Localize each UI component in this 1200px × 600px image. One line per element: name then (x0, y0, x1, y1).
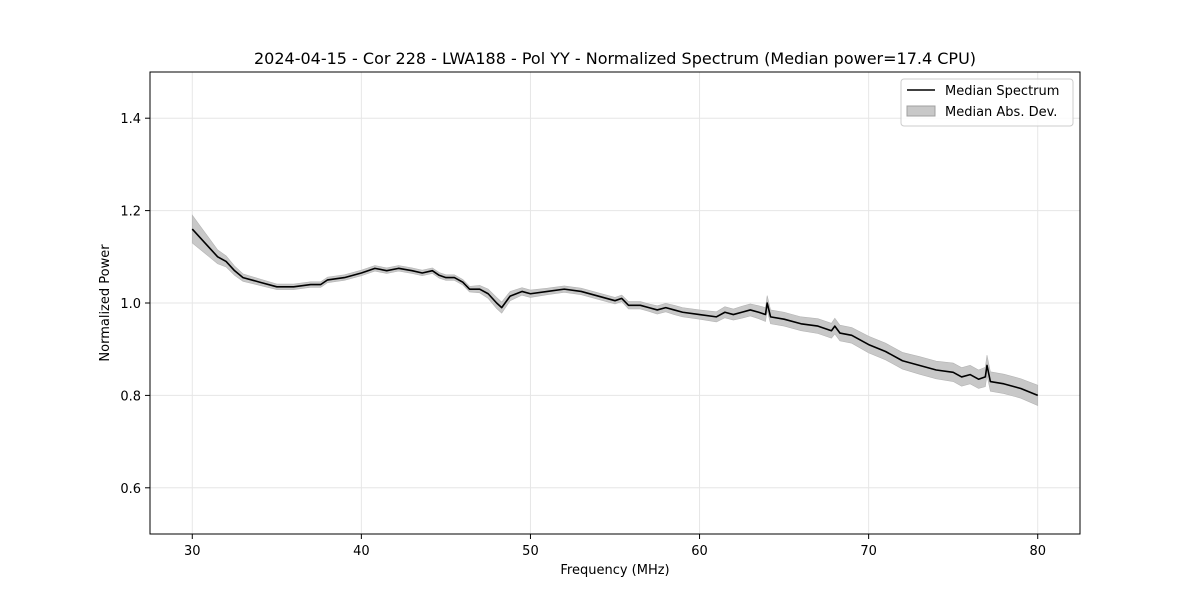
legend-box (900, 78, 1074, 127)
x-tick-label: 30 (184, 544, 201, 559)
legend-median-label: Median Spectrum (945, 84, 1059, 99)
legend-mad-swatch (906, 105, 936, 117)
mad-band (191, 214, 1039, 407)
median-spectrum-line (191, 228, 1039, 397)
x-tick-label: 40 (353, 544, 370, 559)
x-tick-label: 70 (860, 544, 877, 559)
x-tick-label: 60 (691, 544, 708, 559)
x-tick-label: 80 (1029, 544, 1046, 559)
median-line-layer (191, 228, 1039, 397)
legend: Median Spectrum Median Abs. Dev. (900, 78, 1074, 127)
y-tick-label: 1.0 (120, 297, 141, 312)
axis-ticks: 30 40 50 60 70 80 0.6 0.8 1.0 1.2 1.4 (120, 112, 1046, 559)
y-axis-label: Normalized Power (98, 244, 113, 362)
chart-title: 2024-04-15 - Cor 228 - LWA188 - Pol YY -… (254, 49, 976, 68)
x-tick-label: 50 (522, 544, 539, 559)
mad-band-layer (191, 214, 1039, 407)
x-axis-label: Frequency (MHz) (560, 563, 669, 578)
y-tick-label: 1.4 (120, 112, 141, 127)
y-tick-label: 1.2 (120, 205, 141, 220)
y-tick-label: 0.8 (120, 389, 141, 404)
legend-mad-label: Median Abs. Dev. (945, 105, 1057, 120)
y-tick-label: 0.6 (120, 482, 141, 497)
